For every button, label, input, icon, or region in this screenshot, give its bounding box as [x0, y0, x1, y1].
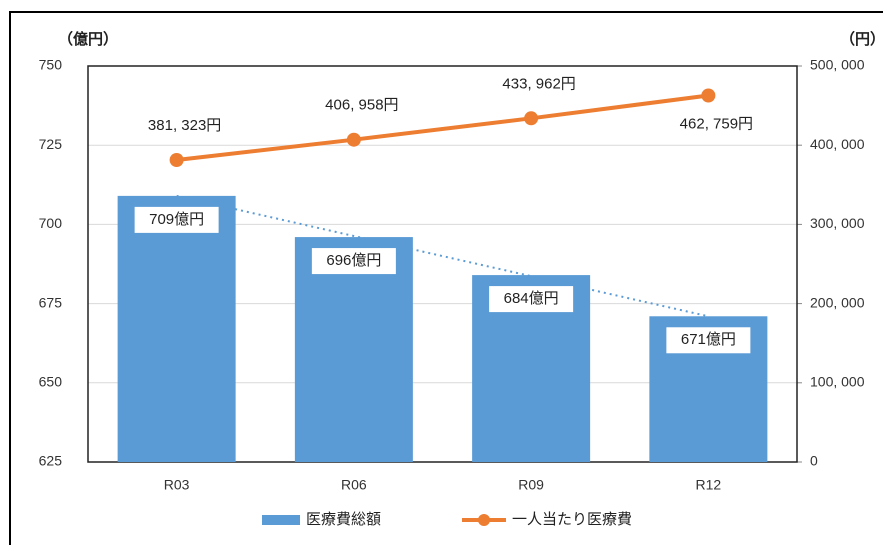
line-marker — [169, 152, 184, 167]
line-marker — [346, 132, 361, 147]
frame — [9, 11, 883, 545]
y2-tick-label: 500, 000 — [810, 57, 865, 73]
x-tick-label: R09 — [518, 477, 544, 493]
y2-tick-label: 0 — [810, 453, 818, 469]
x-tick-label: R03 — [164, 477, 190, 493]
value-label: 433, 962円 — [502, 75, 575, 92]
value-label: 684億円 — [504, 290, 559, 307]
x-tick-label: R12 — [696, 477, 722, 493]
y2-axis-label: （円） — [840, 30, 883, 48]
value-label-box — [666, 327, 751, 354]
bar — [117, 195, 236, 462]
y2-tick-label: 300, 000 — [810, 215, 865, 231]
plot-border — [87, 65, 798, 463]
y-tick-label: 625 — [39, 453, 63, 469]
line-marker — [701, 88, 716, 103]
value-label: 709億円 — [149, 211, 204, 228]
line — [176, 93, 709, 162]
y-tick-label: 725 — [39, 136, 63, 152]
value-label-box — [134, 206, 219, 233]
y2-tick-label: 100, 000 — [810, 374, 865, 390]
value-label-box — [489, 286, 574, 313]
value-label: 671億円 — [681, 331, 736, 348]
x-tick-label: R06 — [341, 477, 367, 493]
line-marker — [524, 111, 539, 126]
legend-swatch — [262, 515, 300, 525]
y-axis-label: （億円） — [58, 30, 118, 48]
y2-tick-label: 200, 000 — [810, 294, 865, 310]
y-tick-label: 675 — [39, 294, 63, 310]
value-label: 381, 323円 — [148, 117, 221, 134]
value-label-box — [311, 248, 396, 275]
trendline — [176, 194, 709, 318]
bar — [294, 237, 413, 462]
y-tick-label: 700 — [39, 215, 63, 231]
legend-label: 一人当たり医療費 — [512, 511, 632, 528]
y2-tick-label: 400, 000 — [810, 136, 865, 152]
y-tick-label: 650 — [39, 374, 63, 390]
value-label: 462, 759円 — [680, 115, 753, 132]
value-label: 696億円 — [326, 252, 381, 269]
y-tick-label: 750 — [39, 57, 63, 73]
legend-label: 医療費総額 — [306, 511, 381, 528]
legend-swatch-marker — [478, 514, 490, 526]
value-label: 406, 958円 — [325, 97, 398, 114]
